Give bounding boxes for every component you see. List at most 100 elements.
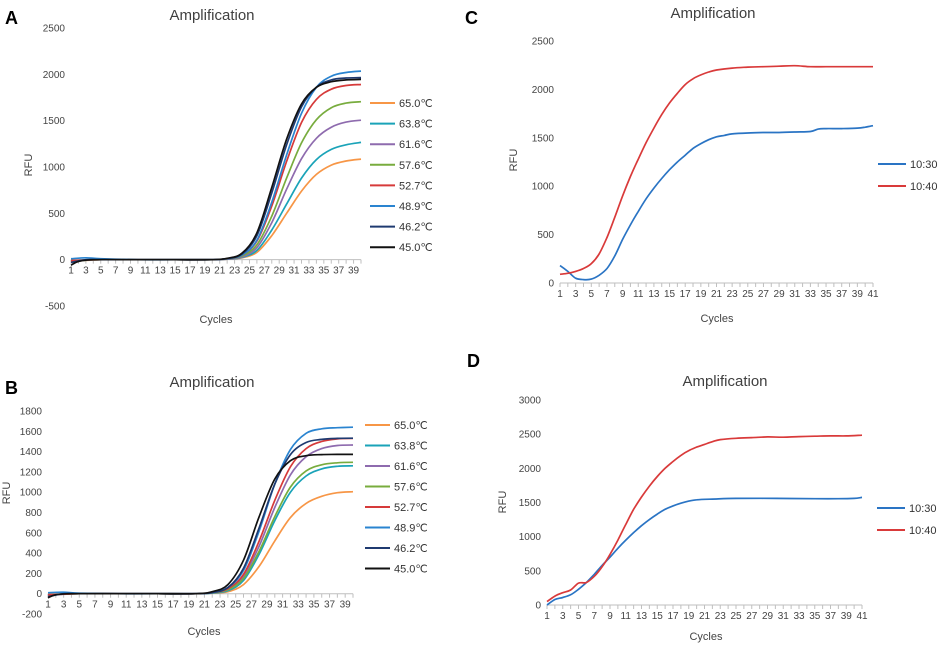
x-tick-label: 39	[841, 611, 853, 622]
x-tick-label: 21	[214, 266, 226, 277]
y-axis-label: RFU	[508, 149, 520, 172]
x-tick-label: 23	[214, 600, 226, 611]
panel-letter: C	[465, 8, 478, 28]
y-tick-label: 1400	[20, 447, 43, 458]
series-line	[559, 64, 873, 276]
y-tick-label: 1500	[519, 498, 542, 509]
x-tick-label: 3	[573, 289, 579, 300]
x-tick-label: 7	[92, 600, 98, 611]
x-tick-label: 27	[758, 289, 770, 300]
y-tick-label: 2500	[43, 24, 66, 35]
x-tick-label: 9	[620, 289, 626, 300]
x-tick-label: 21	[711, 289, 723, 300]
x-tick-label: 23	[715, 611, 727, 622]
x-tick-label: 11	[140, 266, 151, 277]
y-tick-label: 0	[548, 279, 554, 290]
x-tick-label: 15	[652, 611, 664, 622]
x-tick-label: 1	[544, 611, 550, 622]
x-tick-label: 1	[68, 266, 74, 277]
x-tick-label: 33	[303, 266, 315, 277]
y-tick-label: 1500	[43, 116, 66, 127]
series-line	[70, 100, 362, 262]
x-tick-label: 1	[557, 289, 563, 300]
x-tick-label: 35	[809, 611, 821, 622]
x-tick-label: 29	[762, 611, 774, 622]
y-tick-label: 400	[25, 549, 42, 560]
series-line	[70, 119, 362, 262]
x-tick-label: 23	[229, 266, 241, 277]
x-tick-label: 9	[128, 266, 134, 277]
x-tick-label: 29	[261, 600, 273, 611]
x-tick-label: 33	[793, 611, 805, 622]
y-tick-label: 1200	[20, 467, 43, 478]
x-tick-label: 21	[199, 600, 211, 611]
x-tick-label: 21	[699, 611, 711, 622]
series-line	[70, 158, 362, 263]
x-tick-label: 5	[77, 600, 83, 611]
y-tick-label: 0	[59, 255, 65, 266]
legend-label: 46.2℃	[394, 543, 428, 555]
legend-label: 10:30	[909, 503, 937, 515]
panel-letter: D	[467, 351, 480, 371]
x-tick-label: 3	[560, 611, 566, 622]
x-tick-label: 5	[98, 266, 104, 277]
series-line	[47, 437, 354, 596]
x-tick-label: 11	[633, 289, 644, 300]
legend-label: 48.9℃	[394, 523, 428, 535]
x-tick-label: 37	[825, 611, 837, 622]
x-tick-label: 25	[230, 600, 242, 611]
x-tick-label: 39	[852, 289, 864, 300]
legend-label: 65.0℃	[399, 98, 433, 110]
x-tick-label: 19	[199, 266, 211, 277]
x-tick-label: 11	[121, 600, 132, 611]
series-line	[70, 76, 362, 264]
x-tick-label: 37	[333, 266, 345, 277]
y-tick-label: 200	[25, 569, 42, 580]
y-tick-label: 1000	[532, 182, 555, 193]
x-axis-label: Cycles	[199, 314, 233, 326]
x-tick-label: 7	[604, 289, 610, 300]
x-tick-label: 15	[170, 266, 182, 277]
chart-title: Amplification	[169, 7, 254, 24]
x-tick-label: 27	[259, 266, 271, 277]
y-tick-label: 800	[25, 508, 42, 519]
series-line	[70, 78, 362, 266]
legend-label: 63.8℃	[399, 119, 433, 131]
y-tick-label: 2500	[532, 37, 555, 48]
x-tick-label: 29	[274, 266, 286, 277]
y-tick-label: 1000	[519, 532, 542, 543]
x-tick-label: 3	[83, 266, 89, 277]
x-tick-label: 9	[607, 611, 613, 622]
y-tick-label: -200	[22, 610, 42, 621]
series-line	[70, 141, 362, 262]
x-tick-label: 17	[680, 289, 692, 300]
series-line	[47, 490, 354, 596]
x-tick-label: 19	[695, 289, 707, 300]
x-tick-label: 29	[774, 289, 786, 300]
y-tick-label: 2500	[519, 430, 542, 441]
x-tick-label: 7	[591, 611, 597, 622]
y-tick-label: 3000	[519, 396, 542, 407]
y-tick-label: 500	[48, 209, 65, 220]
legend-label: 61.6℃	[399, 139, 433, 151]
x-tick-label: 17	[667, 611, 679, 622]
y-tick-label: 0	[535, 601, 541, 612]
y-tick-label: 2000	[532, 85, 555, 96]
series-line	[47, 453, 354, 599]
x-tick-label: 5	[589, 289, 595, 300]
x-tick-label: 1	[45, 600, 51, 611]
x-tick-label: 13	[136, 600, 148, 611]
x-tick-label: 25	[742, 289, 754, 300]
x-tick-label: 5	[576, 611, 582, 622]
y-tick-label: 500	[524, 566, 541, 577]
legend-label: 45.0℃	[399, 242, 433, 254]
panel-letter: B	[5, 378, 18, 398]
x-tick-label: 25	[244, 266, 256, 277]
series-line	[546, 434, 863, 603]
y-tick-label: 1500	[532, 133, 555, 144]
series-line	[47, 461, 354, 596]
series-line	[47, 437, 354, 598]
series-line	[47, 426, 354, 595]
x-tick-label: 31	[789, 289, 801, 300]
